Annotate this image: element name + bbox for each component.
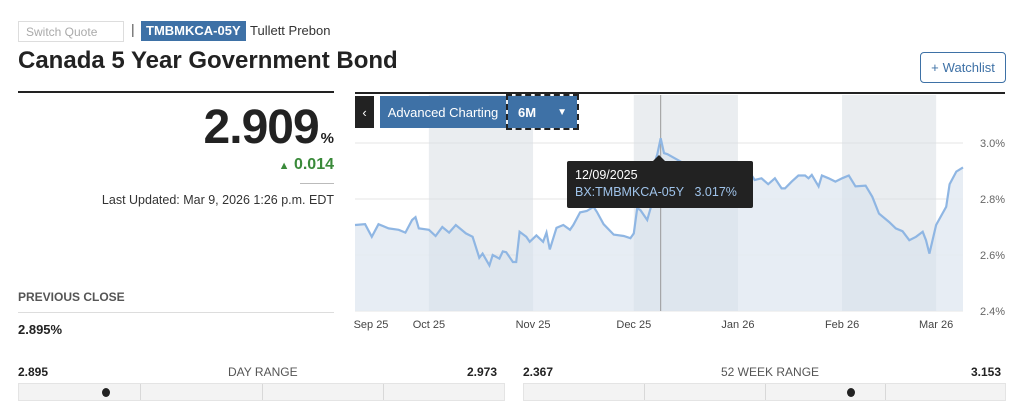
page-title: Canada 5 Year Government Bond bbox=[18, 47, 398, 74]
week52-range-bar bbox=[523, 383, 1006, 401]
range-tick bbox=[764, 384, 766, 400]
range-tick bbox=[382, 384, 384, 400]
plus-icon: + bbox=[931, 60, 939, 75]
range-marker bbox=[102, 388, 111, 397]
day-range-bar bbox=[18, 383, 505, 401]
range-value: 6M bbox=[518, 104, 537, 120]
change-value: 0.014 bbox=[293, 156, 334, 173]
x-tick-label: Mar 26 bbox=[919, 319, 953, 331]
chevron-down-icon: ▼ bbox=[557, 106, 567, 118]
separator: | bbox=[131, 21, 135, 37]
tooltip-series: BX:TMBMKCA-05Y bbox=[575, 185, 685, 199]
y-tick-label: 2.8% bbox=[980, 194, 1005, 206]
advanced-charting-button[interactable]: Advanced Charting bbox=[380, 96, 506, 128]
divider bbox=[18, 91, 334, 93]
week52-range-high: 3.153 bbox=[971, 365, 1002, 379]
y-tick-label: 3.0% bbox=[980, 138, 1005, 150]
week52-range-label: 52 WEEK RANGE bbox=[721, 365, 820, 379]
tooltip-date: 12/09/2025 bbox=[575, 168, 638, 182]
x-tick-label: Dec 25 bbox=[616, 319, 651, 331]
day-range-label: DAY RANGE bbox=[228, 365, 298, 379]
range-marker bbox=[847, 388, 856, 397]
last-updated: Last Updated: Mar 9, 2026 1:26 p.m. EDT bbox=[101, 193, 334, 207]
chart-tooltip: 12/09/2025 BX:TMBMKCA-05Y 3.017% bbox=[567, 155, 753, 208]
x-tick-label: Sep 25 bbox=[354, 319, 389, 331]
month-band-shade bbox=[842, 95, 937, 311]
series-line bbox=[354, 137, 964, 269]
x-tick-label: Oct 25 bbox=[413, 319, 445, 331]
y-tick-label: 2.6% bbox=[980, 250, 1005, 262]
y-tick-label: 2.4% bbox=[980, 306, 1005, 318]
previous-close-value: 2.895% bbox=[18, 322, 63, 337]
switch-quote-input[interactable]: Switch Quote bbox=[18, 21, 124, 42]
tooltip-value: 3.017% bbox=[694, 185, 737, 199]
price-change: ▲ 0.014 bbox=[279, 156, 334, 174]
range-tick bbox=[884, 384, 886, 400]
range-tick bbox=[261, 384, 263, 400]
month-band-shade bbox=[428, 95, 534, 311]
x-tick-label: Nov 25 bbox=[516, 319, 551, 331]
range-tick bbox=[140, 384, 142, 400]
watchlist-label: Watchlist bbox=[942, 60, 995, 75]
price-unit: % bbox=[320, 130, 334, 147]
range-tick bbox=[644, 384, 646, 400]
day-range-low: 2.895 bbox=[18, 365, 49, 379]
previous-close-label: PREVIOUS CLOSE bbox=[18, 290, 125, 304]
area-fill bbox=[355, 138, 963, 311]
data-source: Tullett Prebon bbox=[250, 23, 331, 38]
time-range-select[interactable]: 6M ▼ bbox=[506, 94, 579, 130]
collapse-chart-button[interactable]: ‹ bbox=[355, 96, 374, 128]
divider bbox=[18, 312, 334, 313]
add-watchlist-button[interactable]: + Watchlist bbox=[920, 52, 1006, 83]
day-range-high: 2.973 bbox=[467, 365, 498, 379]
week52-range-low: 2.367 bbox=[523, 365, 554, 379]
triangle-up-icon: ▲ bbox=[278, 160, 290, 172]
x-tick-label: Feb 26 bbox=[825, 319, 859, 331]
price-block: 2.909 % bbox=[204, 100, 334, 155]
price-value: 2.909 bbox=[203, 101, 320, 154]
ticker-badge: TMBMKCA-05Y bbox=[141, 21, 246, 41]
x-tick-label: Jan 26 bbox=[721, 319, 754, 331]
divider bbox=[300, 183, 334, 184]
